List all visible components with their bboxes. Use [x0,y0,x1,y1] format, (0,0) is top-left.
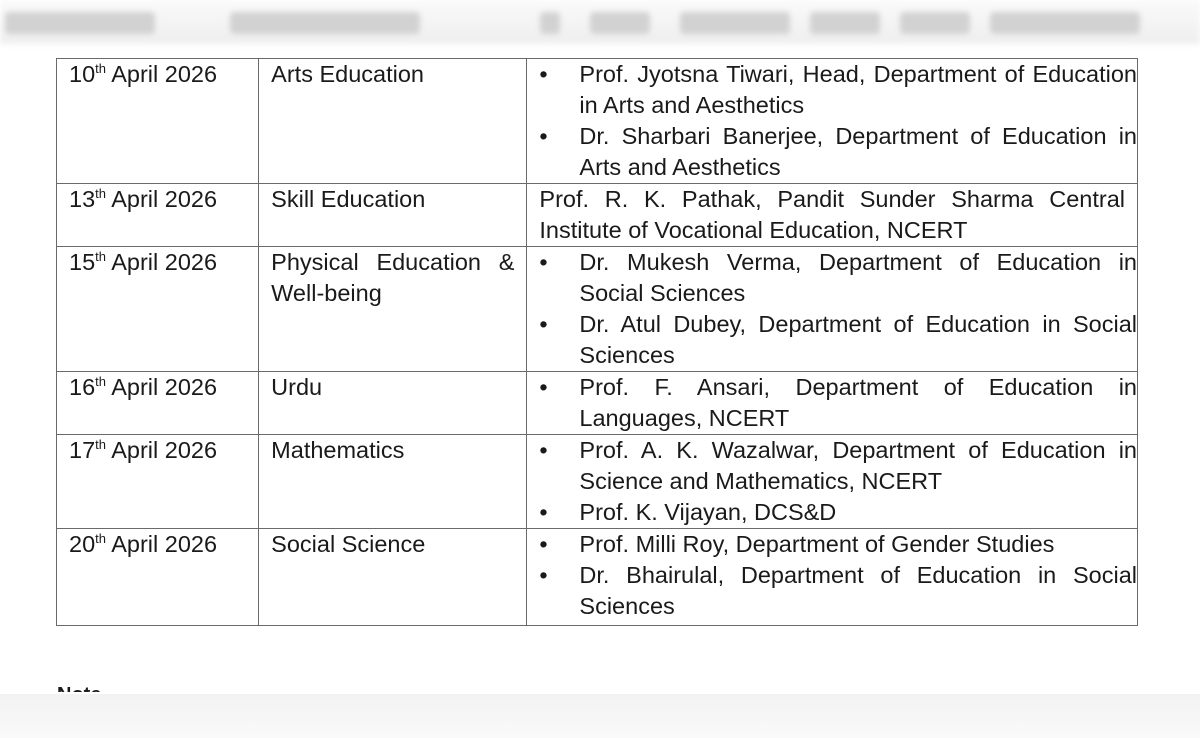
subject-cell: Skill Education [258,183,528,247]
day: 16 [69,374,96,400]
table-row: 10th April 2026 Arts Education Prof. Jyo… [55,58,1138,184]
table-row: 20th April 2026 Social Science Prof. Mil… [55,528,1138,626]
note-heading: Note [57,684,101,692]
month-year: April 2026 [111,374,218,400]
list-item: Prof. F. Ansari, Department of Education… [527,372,1137,434]
resource-cell: Prof. Jyotsna Tiwari, Head, Department o… [526,58,1138,184]
table-row: 16th April 2026 Urdu Prof. F. Ansari, De… [55,371,1138,435]
day-suffix: th [95,186,106,202]
list-item: Dr. Sharbari Banerjee, Department of Edu… [527,121,1137,183]
list-item: Prof. K. Vijayan, DCS&D [527,497,1137,528]
subject-cell: Physical Education & Well-being [258,246,528,372]
list-item: Dr. Atul Dubey, Department of Education … [527,309,1137,371]
month-year: April 2026 [111,186,218,212]
blurred-footer [0,694,1200,738]
month-year: April 2026 [111,531,218,557]
subject-cell: Urdu [258,371,528,435]
day: 13 [69,186,96,212]
schedule-table: 10th April 2026 Arts Education Prof. Jyo… [55,58,1138,626]
day: 20 [69,531,96,557]
resource-cell: Prof. R. K. Pathak, Pandit Sunder Sharma… [526,183,1138,247]
table-row: 17th April 2026 Mathematics Prof. A. K. … [55,434,1138,529]
date-cell: 10th April 2026 [55,58,260,184]
month-year: April 2026 [111,437,218,463]
date-cell: 16th April 2026 [55,371,260,435]
day: 17 [69,437,96,463]
list-item: Prof. Milli Roy, Department of Gender St… [527,529,1137,560]
table-row: 15th April 2026 Physical Education & Wel… [55,246,1138,372]
date-cell: 15th April 2026 [55,246,260,372]
list-item: Dr. Bhairulal, Department of Education i… [527,560,1137,622]
day-suffix: th [95,249,106,265]
subject-cell: Mathematics [258,434,528,529]
subject-cell: Arts Education [258,58,528,184]
month-year: April 2026 [111,249,218,275]
day-suffix: th [95,61,106,77]
list-item: Prof. Jyotsna Tiwari, Head, Department o… [527,59,1137,121]
resource-cell: Prof. A. K. Wazalwar, Department of Educ… [526,434,1138,529]
resource-cell: Dr. Mukesh Verma, Department of Educatio… [526,246,1138,372]
month-year: April 2026 [111,61,218,87]
resource-cell: Prof. F. Ansari, Department of Education… [526,371,1138,435]
subject-cell: Social Science [258,528,528,626]
table-row: 13th April 2026 Skill Education Prof. R.… [55,183,1138,247]
date-cell: 13th April 2026 [55,183,260,247]
resource-cell: Prof. Milli Roy, Department of Gender St… [526,528,1138,626]
day: 15 [69,249,96,275]
date-cell: 17th April 2026 [55,434,260,529]
day-suffix: th [95,531,106,547]
day: 10 [69,61,96,87]
list-item: Prof. A. K. Wazalwar, Department of Educ… [527,435,1137,497]
blurred-header-row [0,0,1200,44]
date-cell: 20th April 2026 [55,528,260,626]
day-suffix: th [95,374,106,390]
day-suffix: th [95,437,106,453]
list-item: Dr. Mukesh Verma, Department of Educatio… [527,247,1137,309]
